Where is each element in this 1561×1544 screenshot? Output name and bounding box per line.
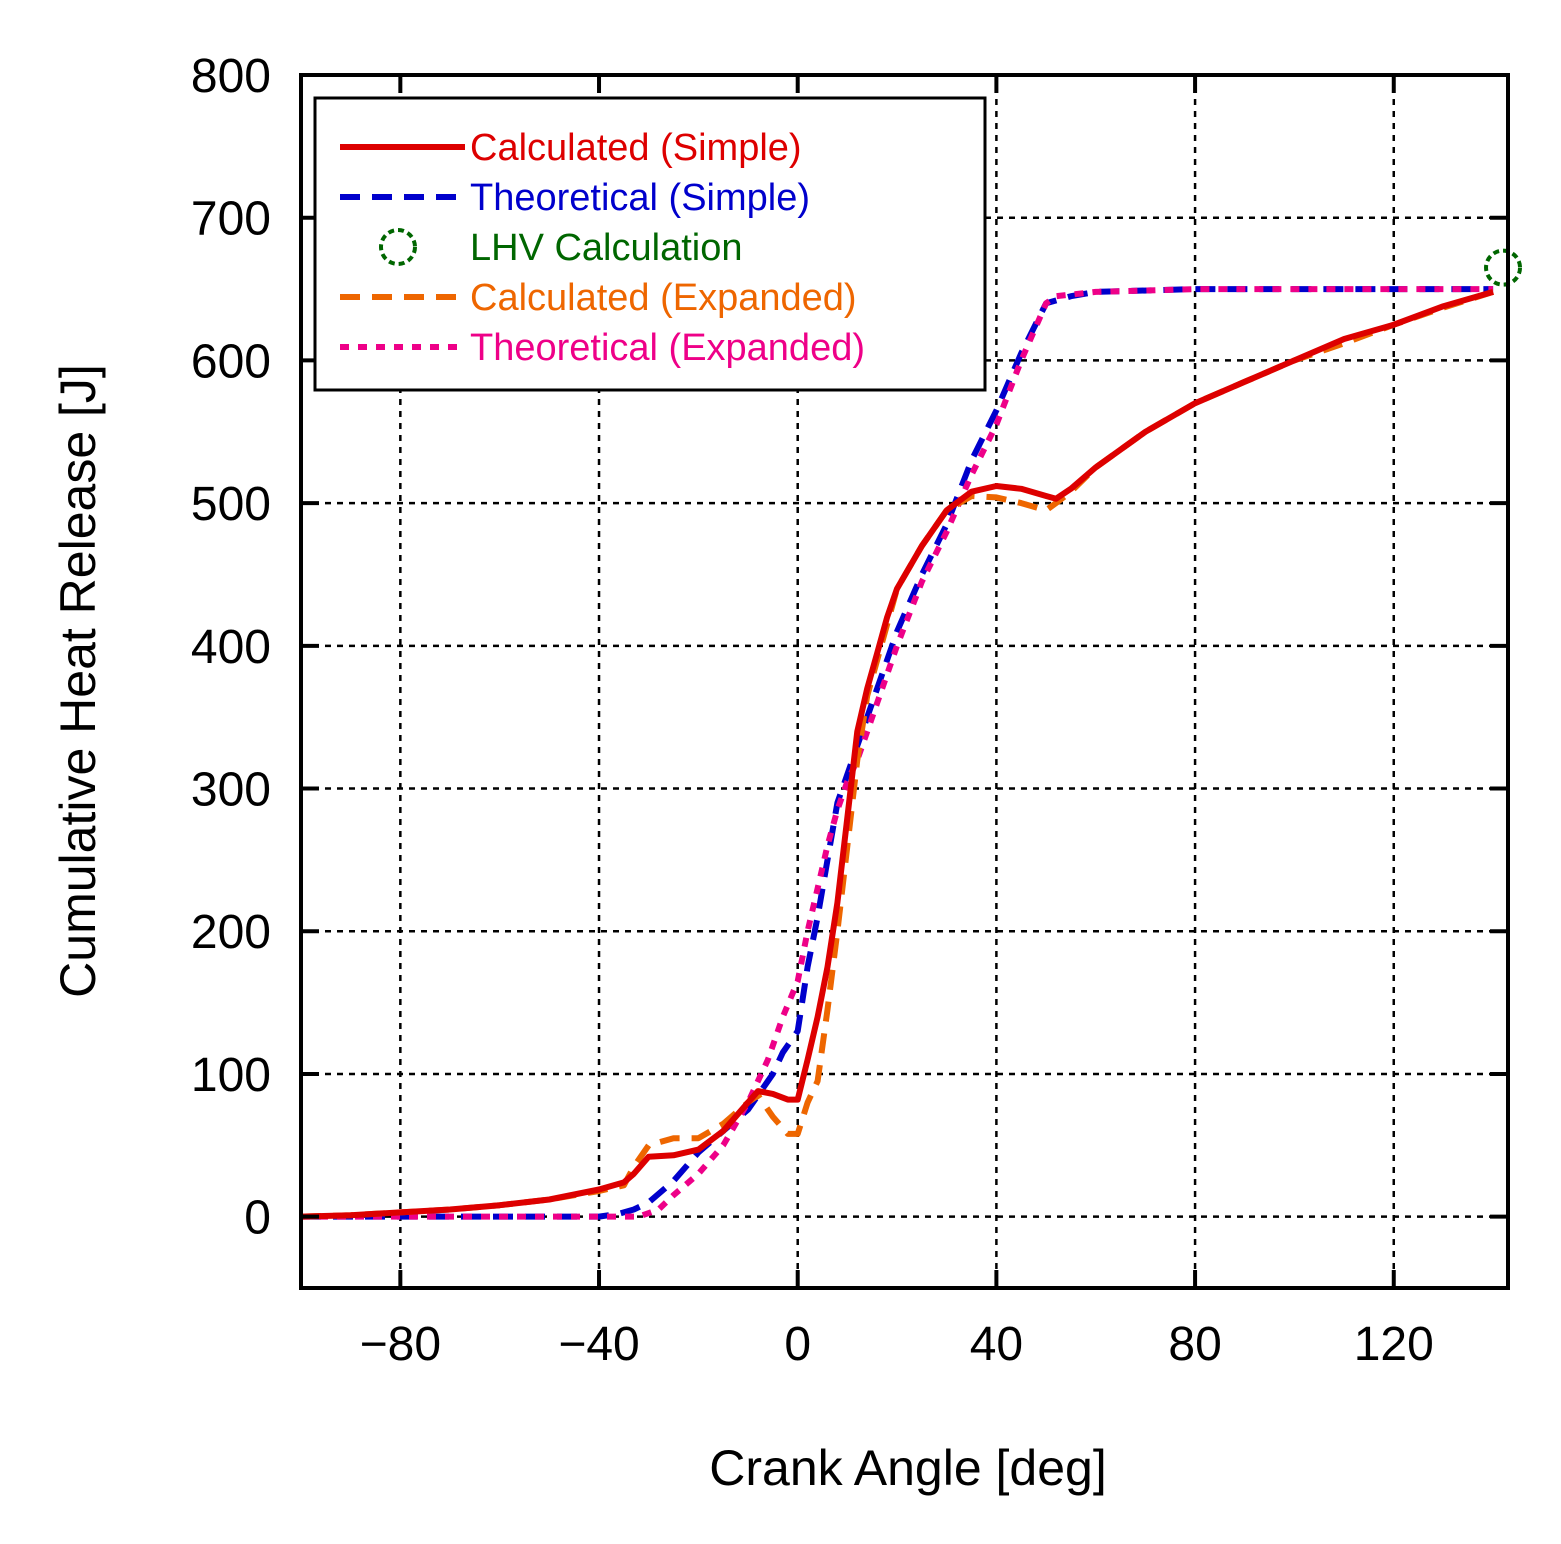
legend-label: Theoretical (Expanded) bbox=[470, 327, 865, 369]
x-tick-label: 0 bbox=[784, 1318, 811, 1371]
series-layer bbox=[300, 248, 1523, 1220]
x-tick-label: 80 bbox=[1168, 1318, 1221, 1371]
y-tick-label: 0 bbox=[244, 1192, 271, 1245]
x-tick-label: −40 bbox=[558, 1318, 639, 1371]
x-tick-label: 120 bbox=[1354, 1318, 1434, 1371]
y-tick-label: 200 bbox=[191, 906, 271, 959]
x-tick-label: 40 bbox=[970, 1318, 1023, 1371]
legend-label: Theoretical (Simple) bbox=[470, 177, 810, 219]
y-tick-label: 100 bbox=[191, 1049, 271, 1102]
y-axis-title: Cumulative Heat Release [J] bbox=[50, 364, 106, 998]
series-line-theoretical-simple bbox=[301, 286, 1494, 1220]
y-tick-label: 500 bbox=[191, 478, 271, 531]
x-tick-label: −80 bbox=[360, 1318, 441, 1371]
tick-layer: −80 −40 0 40 80 120 0 100 200 300 400 500 600 700 800 bbox=[191, 50, 1508, 1371]
x-axis-title: Crank Angle [deg] bbox=[709, 1440, 1107, 1496]
y-tick-label: 800 bbox=[191, 50, 271, 103]
legend-label: Calculated (Expanded) bbox=[470, 277, 857, 319]
legend-label: LHV Calculation bbox=[470, 227, 742, 269]
y-tick-label: 700 bbox=[191, 193, 271, 246]
y-tick-label: 400 bbox=[191, 621, 271, 674]
lhv-marker bbox=[1484, 248, 1523, 287]
legend: Calculated (Simple) Theoretical (Simple) L… bbox=[313, 96, 987, 392]
series-line-theoretical-expanded bbox=[301, 286, 1494, 1220]
legend-marker-lhv bbox=[379, 228, 417, 266]
y-tick-label: 300 bbox=[191, 764, 271, 817]
legend-label: Calculated (Simple) bbox=[470, 127, 802, 169]
y-tick-label: 600 bbox=[191, 335, 271, 388]
plot-frame bbox=[299, 73, 1510, 1290]
series-line-calculated-simple bbox=[300, 289, 1494, 1220]
series-line-calculated-expanded bbox=[300, 289, 1495, 1220]
